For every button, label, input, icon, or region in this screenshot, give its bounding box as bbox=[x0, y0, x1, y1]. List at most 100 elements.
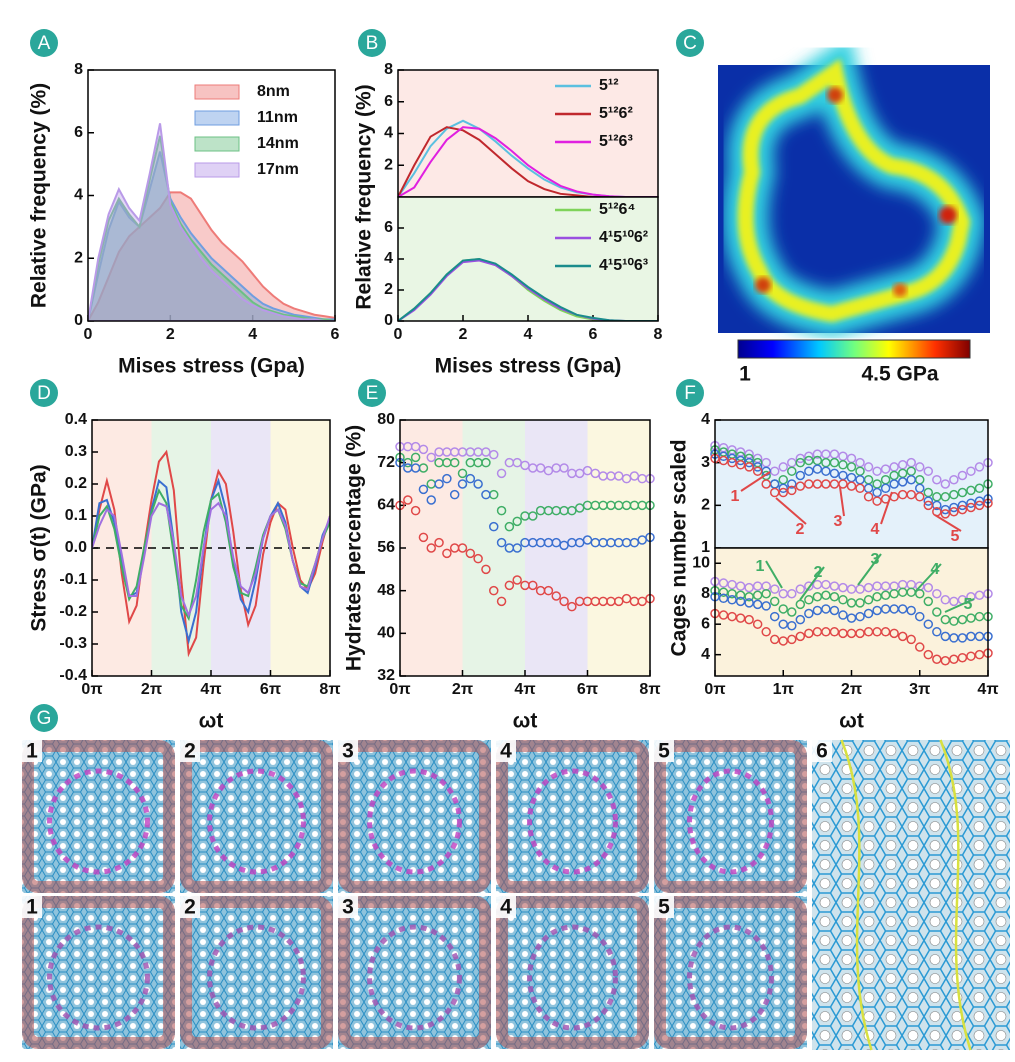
annotation-arrow bbox=[944, 598, 975, 613]
point bbox=[778, 619, 788, 629]
point bbox=[512, 516, 522, 527]
point bbox=[932, 607, 942, 617]
plot-frame bbox=[87, 69, 336, 322]
background-band bbox=[398, 197, 658, 321]
point bbox=[940, 614, 951, 625]
point bbox=[787, 479, 797, 489]
point bbox=[940, 631, 951, 642]
chart: 0 2 4 6 8 0 2 4 6 8nm 11nm 14nm 17nm Mises stress (Gp… bbox=[28, 29, 340, 378]
tile-label-box bbox=[338, 740, 358, 762]
point bbox=[838, 595, 848, 605]
snapshot-tile bbox=[338, 896, 491, 1049]
interface-region bbox=[654, 740, 807, 893]
point bbox=[735, 581, 746, 591]
chart: 4 6 8 10 0π 1π 2π 3π 4π 1 2 3 4 5 ωt bbox=[692, 547, 999, 733]
point bbox=[804, 628, 814, 639]
panel-badge bbox=[676, 379, 704, 407]
point bbox=[957, 504, 968, 515]
plot-frame bbox=[397, 196, 659, 322]
background-band bbox=[400, 420, 463, 676]
background-band bbox=[715, 548, 988, 676]
point bbox=[778, 636, 788, 646]
point bbox=[434, 537, 444, 548]
x-tick-label: 0π bbox=[81, 681, 102, 698]
point bbox=[727, 588, 737, 599]
point bbox=[923, 596, 934, 607]
point bbox=[923, 649, 934, 660]
point bbox=[940, 504, 951, 515]
point bbox=[906, 634, 916, 645]
chart: 0 2 4 6 0 2 4 6 8 5¹²6⁴ 4¹5¹⁰6² 4¹5¹⁰6³ Mises stress… bbox=[384, 196, 663, 378]
point bbox=[551, 591, 561, 601]
point bbox=[804, 466, 814, 476]
annotation: 5 bbox=[964, 596, 973, 613]
y-tick-label: 0.3 bbox=[65, 443, 87, 460]
point bbox=[855, 584, 865, 594]
point bbox=[804, 608, 814, 619]
annotation: 2 bbox=[814, 564, 823, 581]
grain bbox=[367, 768, 462, 875]
point bbox=[718, 610, 729, 620]
point bbox=[915, 642, 925, 652]
point bbox=[727, 595, 737, 605]
point bbox=[906, 605, 916, 616]
point bbox=[769, 611, 780, 622]
snapshot-tile bbox=[22, 740, 175, 893]
snapshot-tile bbox=[180, 740, 333, 893]
point bbox=[744, 598, 754, 608]
point bbox=[718, 455, 729, 466]
point bbox=[473, 479, 483, 489]
snapshot-tile bbox=[496, 740, 649, 893]
background-band bbox=[462, 420, 525, 676]
point bbox=[966, 485, 976, 496]
background-band bbox=[587, 420, 650, 676]
legend-label: 17nm bbox=[257, 161, 299, 178]
point bbox=[744, 592, 754, 602]
legend-swatch bbox=[194, 84, 240, 100]
panel-letter: F bbox=[684, 383, 696, 404]
panel-badge bbox=[676, 29, 704, 57]
point bbox=[752, 466, 763, 476]
grain-boundary bbox=[939, 739, 972, 1051]
point bbox=[915, 588, 925, 599]
legend-swatch bbox=[194, 162, 240, 178]
point bbox=[795, 481, 806, 491]
y-tick-label: 2 bbox=[701, 497, 710, 514]
annotation-arrow bbox=[914, 563, 942, 593]
point bbox=[949, 654, 959, 664]
annotation: 3 bbox=[871, 551, 880, 568]
y-tick-label: 0.0 bbox=[65, 539, 87, 556]
chart: 32 40 48 56 64 72 80 0π 2π 4π 6π 8π ωt Hydrates perce… bbox=[343, 379, 661, 733]
point bbox=[906, 489, 916, 500]
point bbox=[512, 543, 522, 553]
interface-region bbox=[654, 896, 807, 1049]
point bbox=[504, 580, 515, 591]
tile-label-box bbox=[654, 896, 674, 918]
y-tick-label: 4 bbox=[74, 187, 83, 204]
grain bbox=[47, 924, 150, 1031]
tile-label: 6 bbox=[816, 740, 828, 763]
point bbox=[974, 590, 985, 600]
tile-label: 1 bbox=[26, 740, 38, 763]
x-tick-label: 2 bbox=[166, 326, 175, 343]
point bbox=[496, 537, 507, 548]
point bbox=[889, 588, 899, 599]
grain bbox=[367, 924, 462, 1031]
panel-letter: C bbox=[683, 33, 697, 54]
point bbox=[489, 585, 499, 596]
plot-frame bbox=[714, 547, 989, 677]
background-band bbox=[715, 420, 988, 548]
interface-region bbox=[22, 740, 175, 893]
snapshot-tile bbox=[22, 896, 175, 1049]
point bbox=[496, 505, 507, 516]
legend-label: 14nm bbox=[257, 135, 299, 152]
y-tick-label: 4 bbox=[701, 646, 710, 663]
point bbox=[744, 582, 754, 593]
tile-label-box bbox=[496, 740, 516, 762]
panel-badge bbox=[30, 29, 58, 57]
grain bbox=[687, 768, 774, 875]
point bbox=[855, 611, 865, 622]
point bbox=[957, 633, 968, 643]
y-tick-label: 3 bbox=[701, 454, 710, 471]
annotation: 1 bbox=[756, 558, 765, 575]
